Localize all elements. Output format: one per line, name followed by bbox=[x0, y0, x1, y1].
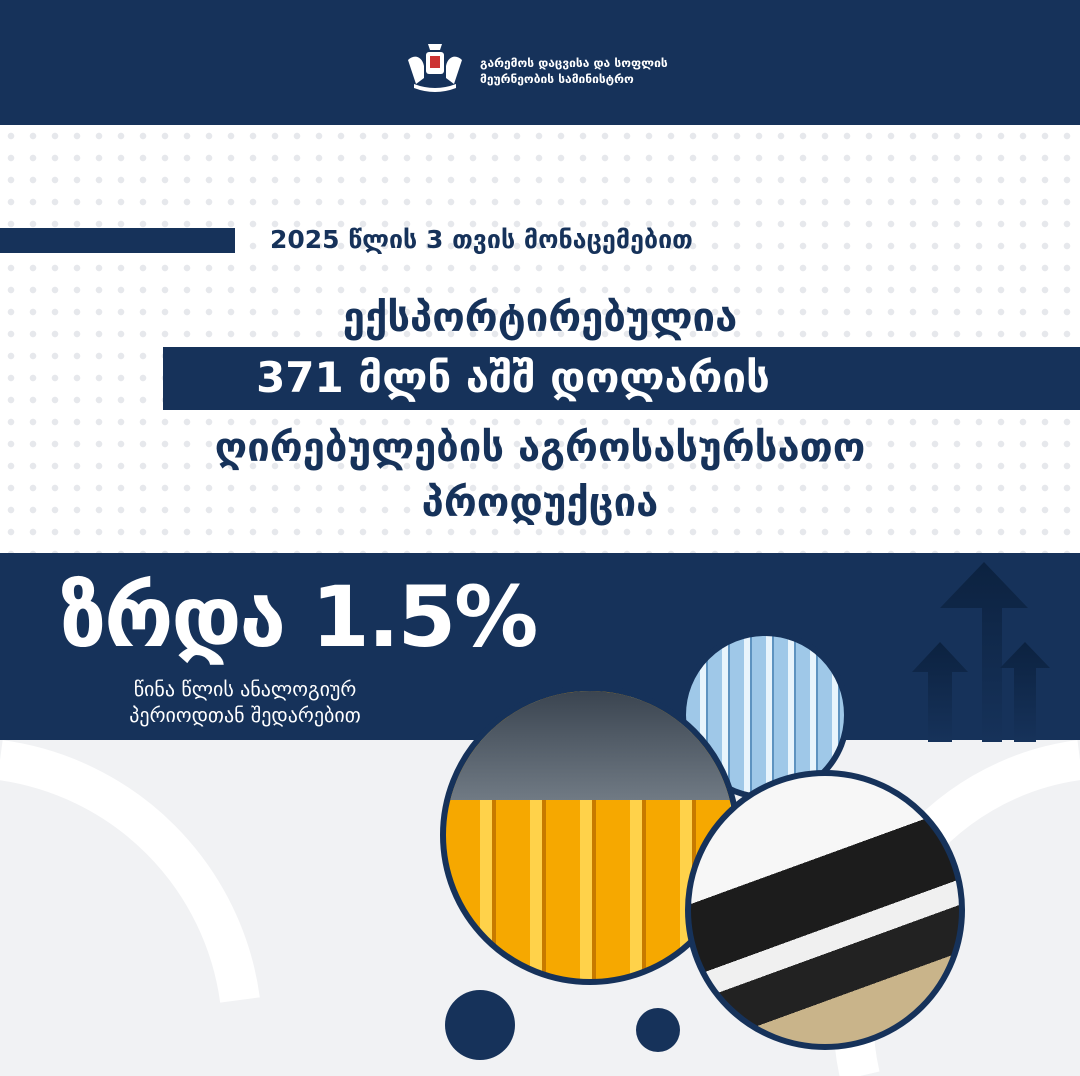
decorative-dot bbox=[636, 1008, 680, 1052]
accent-bar bbox=[0, 228, 235, 253]
growth-value: ზრდა 1.5% bbox=[60, 568, 538, 666]
dairy-cows-photo bbox=[685, 770, 965, 1050]
growth-subtitle-line1: წინა წლის ანალოგიურ bbox=[133, 677, 357, 701]
ministry-name-line2: მეურნეობის სამინისტრო bbox=[480, 72, 634, 86]
headline-line4: პროდუქცია bbox=[421, 480, 659, 526]
decorative-dot bbox=[445, 990, 515, 1060]
coat-of-arms-icon bbox=[408, 44, 462, 92]
header: გარემოს დაცვისა და სოფლის მეურნეობის სამ… bbox=[0, 0, 1080, 125]
highlight-band bbox=[163, 347, 1080, 410]
growth-subtitle: წინა წლის ანალოგიურ პერიოდთან შედარებით bbox=[60, 676, 430, 728]
export-value: 371 მლნ აშშ დოლარის bbox=[256, 353, 770, 402]
ministry-name: გარემოს დაცვისა და სოფლის მეურნეობის სამ… bbox=[480, 55, 668, 87]
headline-line3: ღირებულების აგროსასურსათო bbox=[214, 425, 866, 471]
decorative-curve bbox=[0, 740, 260, 1003]
growth-arrows-icon bbox=[912, 562, 1050, 742]
ministry-name-line1: გარემოს დაცვისა და სოფლის bbox=[480, 56, 668, 70]
growth-subtitle-line2: პერიოდთან შედარებით bbox=[129, 703, 361, 727]
date-label: 2025 წლის 3 თვის მონაცემებით bbox=[270, 225, 693, 254]
headline-section bbox=[0, 125, 1080, 553]
headline-line1: ექსპორტირებულია bbox=[342, 295, 738, 341]
